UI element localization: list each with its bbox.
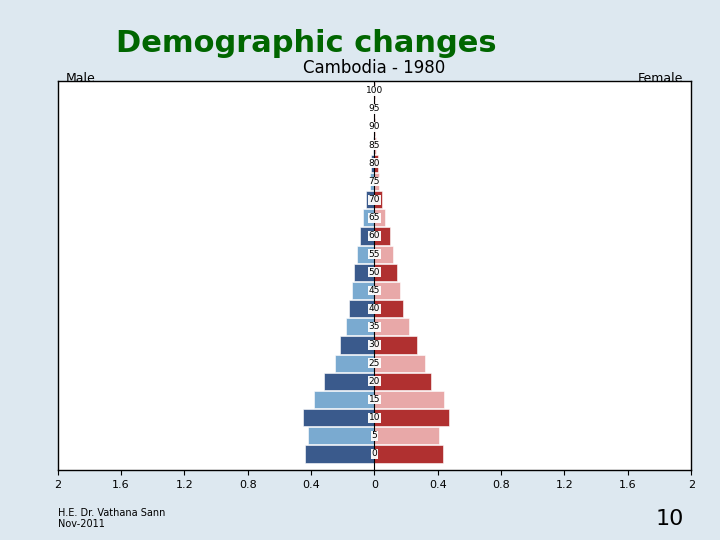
Bar xyxy=(374,155,377,172)
Bar xyxy=(357,246,374,262)
Bar xyxy=(373,137,374,154)
Bar xyxy=(374,137,376,154)
Bar xyxy=(360,227,374,245)
Text: H.E. Dr. Vathana Sann
Nov-2011: H.E. Dr. Vathana Sann Nov-2011 xyxy=(58,508,165,529)
Bar xyxy=(374,446,443,463)
Text: 20: 20 xyxy=(369,377,380,386)
Bar xyxy=(374,227,390,245)
Text: 70: 70 xyxy=(369,195,380,204)
Bar xyxy=(349,300,374,317)
Text: 0: 0 xyxy=(372,449,377,458)
Text: 75: 75 xyxy=(369,177,380,186)
Bar xyxy=(374,409,449,426)
Bar xyxy=(374,173,379,190)
Bar xyxy=(374,355,425,372)
Bar xyxy=(305,446,374,463)
Text: 90: 90 xyxy=(369,123,380,131)
Bar xyxy=(369,173,374,190)
Text: Male: Male xyxy=(66,72,95,85)
Text: 15: 15 xyxy=(369,395,380,404)
Bar xyxy=(374,118,375,136)
Text: 55: 55 xyxy=(369,249,380,259)
Title: Cambodia - 1980: Cambodia - 1980 xyxy=(303,59,446,77)
Text: 5: 5 xyxy=(372,431,377,440)
Bar xyxy=(374,191,382,208)
Bar xyxy=(374,264,397,281)
Text: 65: 65 xyxy=(369,213,380,222)
Text: 35: 35 xyxy=(369,322,380,332)
Bar xyxy=(366,191,374,208)
Bar xyxy=(303,409,374,426)
Bar xyxy=(374,373,431,390)
Text: Demographic changes: Demographic changes xyxy=(117,29,497,58)
Bar xyxy=(352,282,374,299)
Text: 45: 45 xyxy=(369,286,380,295)
Bar xyxy=(374,300,403,317)
Bar xyxy=(374,318,409,335)
Text: 80: 80 xyxy=(369,159,380,168)
Text: 10: 10 xyxy=(656,509,684,529)
Text: 25: 25 xyxy=(369,359,380,368)
Text: 40: 40 xyxy=(369,304,380,313)
Bar xyxy=(308,427,374,444)
Text: 60: 60 xyxy=(369,232,380,240)
Bar xyxy=(374,391,444,408)
Text: 95: 95 xyxy=(369,104,380,113)
Bar xyxy=(374,210,385,226)
Bar xyxy=(364,210,374,226)
Text: 85: 85 xyxy=(369,140,380,150)
Bar xyxy=(314,391,374,408)
Bar xyxy=(374,246,393,262)
Text: 30: 30 xyxy=(369,341,380,349)
Text: 100: 100 xyxy=(366,86,383,95)
Bar xyxy=(374,282,400,299)
Bar xyxy=(374,336,417,354)
Text: 50: 50 xyxy=(369,268,380,277)
Text: 10: 10 xyxy=(369,413,380,422)
Text: Female: Female xyxy=(638,72,683,85)
Bar xyxy=(340,336,374,354)
Bar xyxy=(354,264,374,281)
Bar xyxy=(346,318,374,335)
Bar xyxy=(374,427,439,444)
Bar xyxy=(324,373,374,390)
Bar xyxy=(372,155,374,172)
Bar xyxy=(335,355,374,372)
